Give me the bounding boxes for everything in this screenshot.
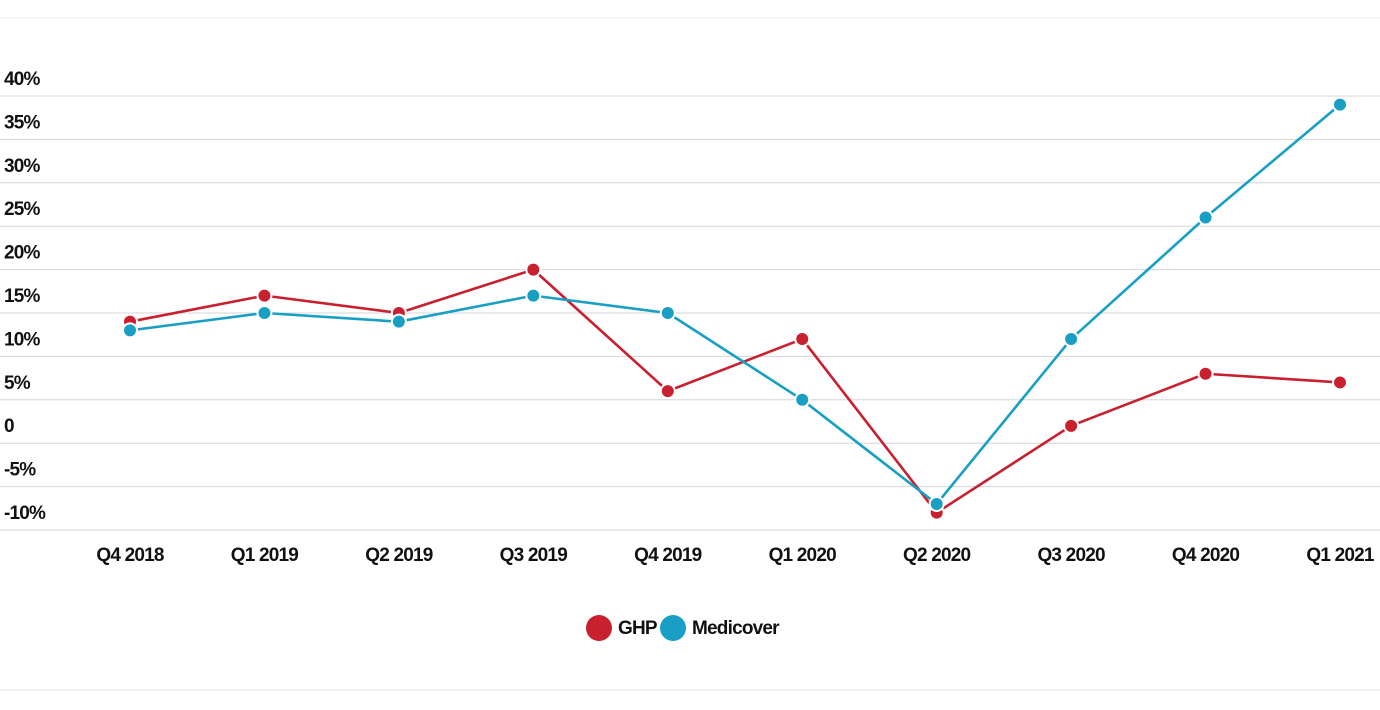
legend-label: Medicover xyxy=(692,618,780,639)
data-point xyxy=(1332,374,1348,391)
data-point xyxy=(1332,96,1348,113)
x-tick-label: Q3 2019 xyxy=(500,545,568,566)
data-point xyxy=(1063,331,1080,348)
x-tick-label: Q4 2020 xyxy=(1172,545,1240,566)
y-tick-label: 40% xyxy=(4,69,41,90)
y-tick-label: 15% xyxy=(4,286,41,307)
x-tick-label: Q1 2020 xyxy=(769,545,837,566)
data-point xyxy=(928,495,945,512)
x-tick-label: Q4 2019 xyxy=(634,545,702,566)
x-tick-label: Q2 2020 xyxy=(903,545,971,566)
series-line xyxy=(129,268,1341,514)
legend-marker xyxy=(660,615,686,641)
data-point xyxy=(659,383,676,400)
y-tick-label: -10% xyxy=(4,503,46,524)
data-point xyxy=(794,391,811,408)
data-point xyxy=(1197,209,1214,226)
y-tick-label: 10% xyxy=(4,329,41,350)
y-tick-label: 20% xyxy=(4,243,41,264)
data-point xyxy=(256,287,273,304)
y-tick-label: 0 xyxy=(4,416,14,437)
data-point xyxy=(122,322,138,339)
x-tick-label: Q2 2019 xyxy=(365,545,433,566)
data-point xyxy=(1063,417,1080,434)
x-tick-label: Q1 2019 xyxy=(231,545,299,566)
x-tick-label: Q1 2021 xyxy=(1306,545,1375,566)
data-point xyxy=(390,313,407,330)
y-tick-label: 25% xyxy=(4,199,41,220)
data-point xyxy=(525,287,542,304)
data-point xyxy=(794,331,811,348)
x-tick-label: Q3 2020 xyxy=(1037,545,1105,566)
series-line xyxy=(129,103,1341,506)
data-point xyxy=(659,305,676,321)
x-tick-label: Q4 2018 xyxy=(96,545,164,566)
data-point xyxy=(256,305,273,321)
legend-marker xyxy=(586,615,612,641)
y-tick-label: 5% xyxy=(4,373,31,394)
y-tick-label: 35% xyxy=(4,112,41,133)
y-tick-label: 30% xyxy=(4,156,41,177)
data-point xyxy=(1197,365,1214,382)
data-point xyxy=(525,261,542,278)
legend-label: GHP xyxy=(618,618,658,639)
y-tick-label: -5% xyxy=(4,460,36,481)
